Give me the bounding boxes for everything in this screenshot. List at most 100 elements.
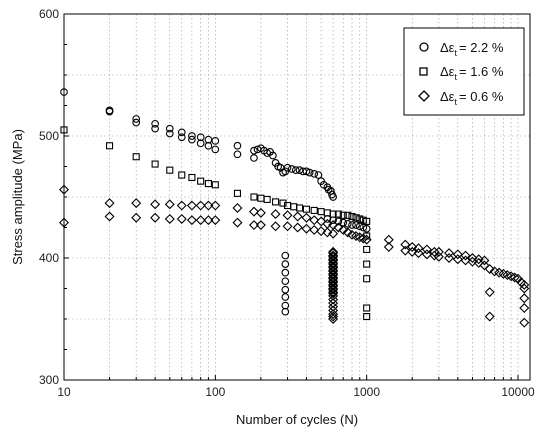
square-point	[166, 166, 174, 174]
diamond-point	[429, 246, 440, 257]
square-point	[344, 211, 352, 219]
circle-point	[281, 277, 290, 286]
circle-point	[151, 124, 159, 133]
diamond-point	[433, 251, 444, 262]
circle-point	[250, 154, 258, 162]
diamond-point	[519, 283, 530, 294]
diamond-point	[210, 215, 221, 226]
diamond-point	[176, 200, 187, 211]
diamond-point	[484, 264, 495, 274]
diamond-point	[59, 217, 69, 228]
diamond-point	[328, 248, 339, 259]
diamond-point	[203, 215, 214, 226]
square-point	[323, 209, 331, 217]
legend-entry-2: Δεt = 1.6 %	[419, 64, 504, 82]
square-point	[106, 142, 114, 150]
diamond-point	[232, 203, 243, 213]
diamond-point	[358, 233, 369, 244]
diamond-point	[413, 243, 424, 254]
diamond-point	[328, 311, 339, 322]
x-axis-title: Number of cycles (N)	[236, 412, 358, 427]
square-point	[352, 214, 360, 222]
diamond-point	[328, 266, 339, 277]
circle-point	[310, 169, 319, 178]
circle-point	[250, 146, 258, 155]
diamond-point	[301, 223, 312, 234]
diamond-point	[400, 245, 411, 256]
diamond-point	[186, 215, 197, 226]
diamond-point	[232, 217, 243, 228]
axis-ticks	[63, 13, 519, 381]
diamond-point	[316, 216, 327, 227]
diamond-point	[292, 211, 303, 222]
circle-point	[348, 221, 356, 229]
diamond-point	[421, 244, 432, 255]
diamond-point	[176, 213, 187, 224]
diamond-point	[164, 199, 175, 210]
diamond-point	[255, 220, 266, 231]
diamond-point	[195, 200, 206, 211]
diamond-point	[383, 242, 394, 252]
diamond-point	[195, 215, 206, 226]
diamond-point	[328, 298, 339, 309]
square-point	[188, 173, 196, 182]
square-point	[356, 215, 364, 223]
circle-point	[362, 224, 371, 233]
square-point	[310, 206, 318, 214]
diamond-point	[519, 317, 530, 328]
diamond-point	[131, 212, 142, 223]
diamond-point	[328, 277, 339, 288]
diamond-point	[467, 253, 478, 263]
circle-point	[196, 139, 205, 148]
y-tick-label: 500	[39, 129, 59, 143]
diamond-point	[104, 211, 115, 222]
diamond-point	[328, 314, 339, 324]
diamond-point	[444, 248, 454, 259]
square-point	[339, 211, 347, 219]
x-tick-label: 100	[205, 385, 225, 399]
square-point	[132, 153, 140, 161]
diamond-point	[407, 242, 418, 252]
legend-diamond-marker	[418, 90, 430, 102]
y-axis-title: Stress amplitude (MPa)	[10, 129, 25, 265]
diamond-point	[328, 301, 339, 312]
diamond-point	[328, 262, 339, 273]
diamond-point	[322, 227, 333, 238]
square-point	[204, 180, 212, 188]
circle-point	[165, 129, 174, 138]
diamond-point	[131, 198, 142, 209]
diamond-point	[354, 232, 365, 243]
diamond-point	[452, 254, 463, 265]
diamond-point	[484, 311, 495, 322]
legend: Δεt = 2.2 % Δεt = 1.6 % Δεt = 0.6 %	[403, 27, 525, 116]
diamond-point	[255, 207, 266, 218]
circle-point	[281, 251, 290, 260]
circle-point	[60, 88, 68, 96]
legend-subscript: t	[454, 97, 457, 107]
y-tick-label: 400	[39, 251, 59, 265]
diamond-point	[309, 215, 320, 226]
square-point	[317, 208, 325, 216]
diamond-point	[452, 249, 463, 260]
circle-point	[177, 133, 186, 142]
square-point	[334, 210, 342, 218]
square-point	[197, 177, 205, 185]
diamond-point	[328, 281, 339, 292]
diamond-point	[473, 254, 484, 265]
diamond-point	[203, 200, 214, 211]
circle-point	[233, 150, 242, 159]
diamond-point	[270, 209, 281, 220]
diamond-point	[519, 293, 530, 304]
circle-point	[233, 141, 242, 150]
circle-point	[204, 141, 213, 150]
legend-label-1: Δεt = 2.2 %	[440, 40, 504, 58]
square-point	[363, 217, 371, 225]
circle-point	[287, 165, 296, 173]
circle-point	[105, 107, 114, 116]
diamond-point	[400, 239, 411, 250]
square-point	[295, 204, 304, 212]
circle-point	[281, 268, 290, 277]
legend-value: = 2.2 %	[459, 40, 504, 55]
square-point	[151, 160, 159, 168]
diamond-point	[248, 220, 259, 231]
